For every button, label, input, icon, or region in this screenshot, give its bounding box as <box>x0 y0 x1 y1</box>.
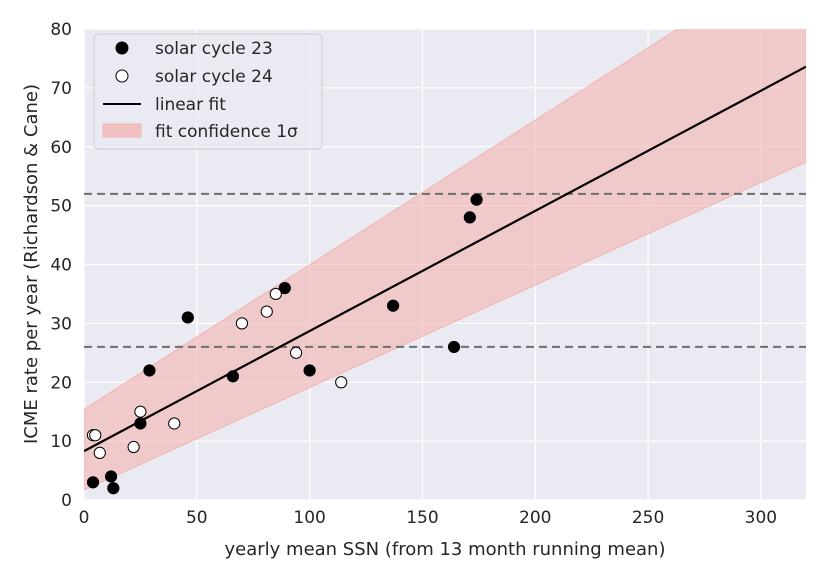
data-point-cycle-23 <box>470 193 483 206</box>
data-point-cycle-24 <box>235 317 249 330</box>
y-tick-label: 80 <box>50 20 72 40</box>
x-axis-label: yearly mean SSN (from 13 month running m… <box>225 539 666 560</box>
y-tick-label: 50 <box>50 197 72 217</box>
data-point-cycle-23 <box>143 364 156 377</box>
x-tick-labels: 0 50 100 150 200 250 300 <box>79 508 778 528</box>
legend-marker-confidence-band <box>102 123 142 138</box>
data-point-cycle-23 <box>134 417 147 430</box>
y-axis-label: ICME rate per year (Richardson & Cane) <box>21 84 42 444</box>
data-point-cycle-23 <box>387 299 400 312</box>
x-tick-label: 250 <box>632 508 664 528</box>
legend-label-solar-cycle-23: solar cycle 23 <box>155 39 273 59</box>
fit-line-layer <box>84 65 806 453</box>
data-point-cycle-23 <box>181 311 194 324</box>
x-tick-label: 300 <box>745 508 777 528</box>
data-point-cycle-24 <box>289 346 303 359</box>
x-tick-label: 200 <box>519 508 551 528</box>
data-point-cycle-24 <box>335 376 348 389</box>
data-point-cycle-24 <box>134 405 147 418</box>
data-point-cycle-23 <box>278 281 291 295</box>
data-point-cycle-23 <box>303 364 316 377</box>
y-tick-labels: 0 10 20 30 40 50 60 70 80 <box>50 20 72 511</box>
y-tick-label: 70 <box>50 79 72 99</box>
x-tick-label: 50 <box>186 508 208 528</box>
y-tick-label: 30 <box>50 314 72 334</box>
data-point-cycle-23 <box>86 476 100 489</box>
data-point-cycle-24 <box>89 429 102 442</box>
x-tick-label: 0 <box>79 508 90 528</box>
y-tick-label: 10 <box>50 432 72 452</box>
legend: solar cycle 23 solar cycle 24 linear fit… <box>93 33 323 150</box>
data-point-cycle-23 <box>104 470 118 483</box>
legend-box <box>93 33 323 150</box>
legend-label-confidence-band: fit confidence 1σ <box>155 122 298 142</box>
data-point-cycle-23 <box>107 482 120 495</box>
data-point-cycle-23 <box>226 370 240 383</box>
y-tick-label: 60 <box>50 138 72 158</box>
y-tick-label: 40 <box>50 256 72 276</box>
legend-marker-solar-cycle-24 <box>115 69 129 83</box>
data-point-cycle-24 <box>127 440 140 454</box>
y-tick-label: 20 <box>50 373 72 393</box>
data-points-layer <box>86 193 483 495</box>
legend-label-linear-fit: linear fit <box>155 95 226 115</box>
data-point-cycle-23 <box>447 340 461 354</box>
data-point-cycle-24 <box>93 446 106 459</box>
legend-marker-solar-cycle-23 <box>115 41 129 55</box>
data-point-cycle-24 <box>168 417 181 430</box>
x-tick-label: 100 <box>293 508 325 528</box>
data-point-cycle-23 <box>463 211 476 224</box>
reference-lines-layer <box>84 192 806 348</box>
legend-label-solar-cycle-24: solar cycle 24 <box>155 67 273 87</box>
data-point-cycle-24 <box>269 287 282 301</box>
x-tick-label: 150 <box>406 508 438 528</box>
fit-line <box>84 65 806 453</box>
y-tick-label: 0 <box>61 491 72 511</box>
data-point-cycle-24 <box>260 305 273 318</box>
